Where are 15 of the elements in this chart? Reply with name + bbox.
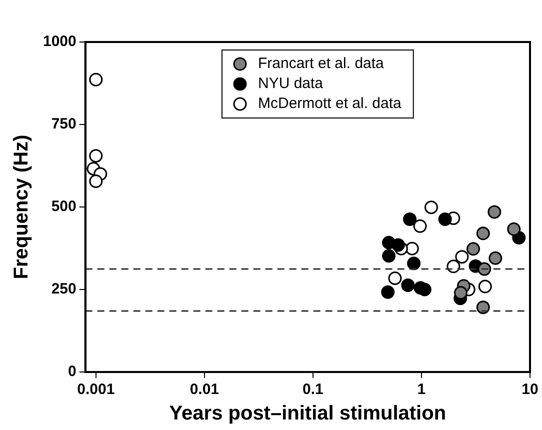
y-axis-title: Frequency (Hz): [10, 134, 33, 280]
x-tick-label: 0.001: [77, 381, 115, 398]
legend-label: NYU data: [258, 75, 324, 92]
y-tick-label: 500: [51, 198, 76, 216]
x-tick-label: 0.01: [190, 381, 220, 398]
y-tick-label: 750: [51, 116, 76, 133]
legend-label: Francart et al. data: [258, 55, 385, 72]
x-tick-label: 0.1: [302, 381, 324, 398]
y-tick-label: 250: [51, 280, 76, 298]
y-tick-label: 0: [68, 363, 76, 380]
x-tick-label: 10: [522, 381, 538, 398]
x-axis-title: Years post–initial stimulation: [169, 402, 446, 425]
x-tick-label: 1: [417, 381, 426, 398]
y-tick-label: 1000: [42, 33, 76, 50]
legend-label: McDermott et al. data: [258, 95, 402, 112]
